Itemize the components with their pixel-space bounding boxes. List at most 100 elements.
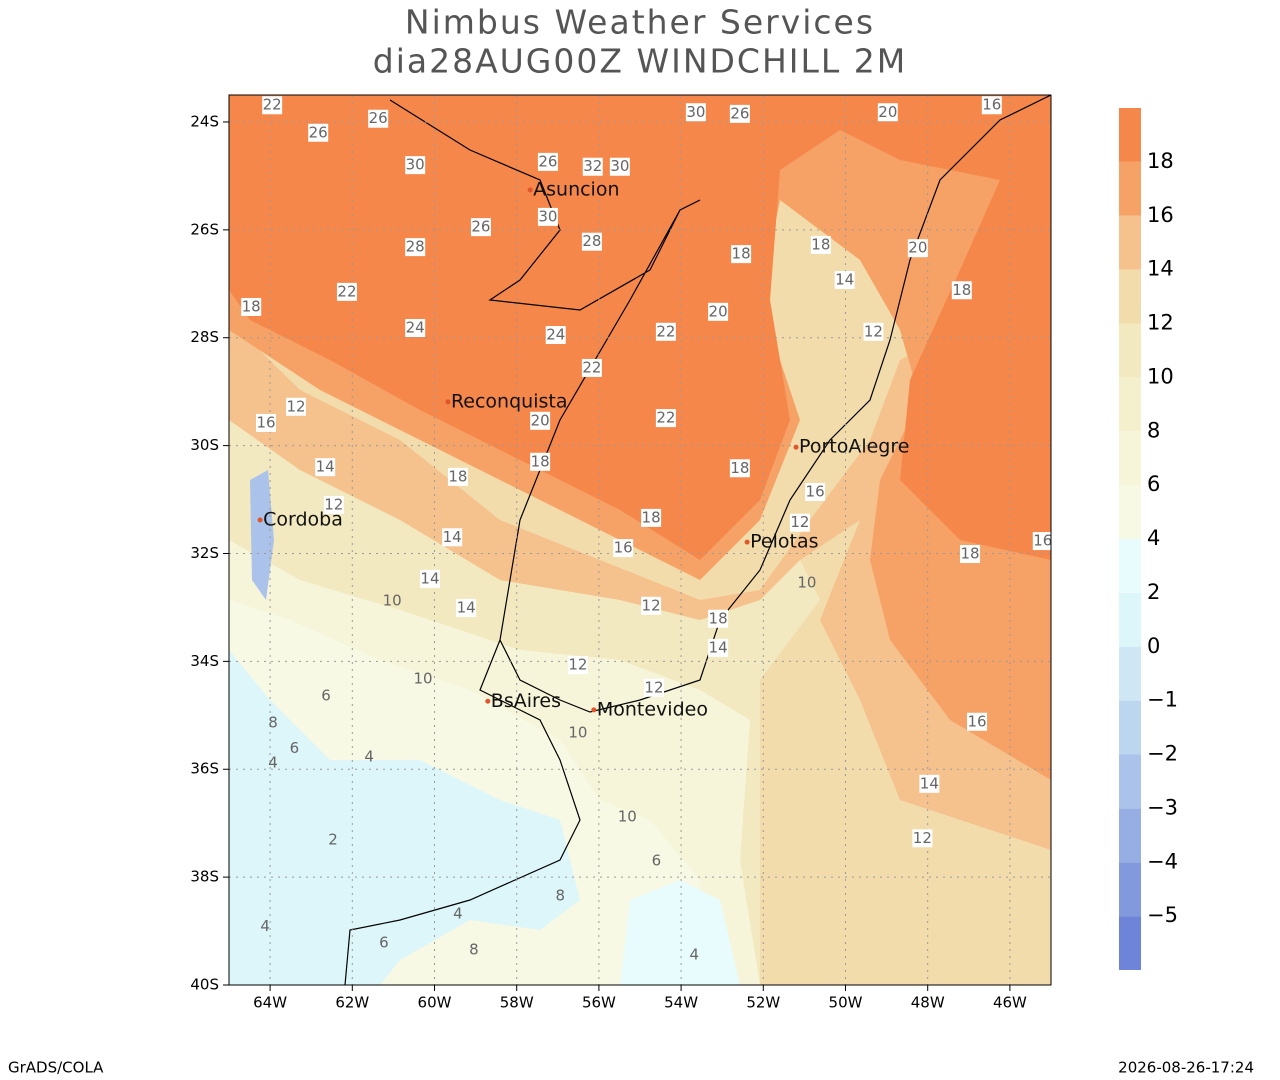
label-box <box>655 322 676 341</box>
y-tick-label: 26S <box>190 220 219 238</box>
contour-label: 10 <box>413 670 432 688</box>
contour-label: 14 <box>316 458 335 476</box>
contour-label: 16 <box>967 712 986 730</box>
contour-label: 32 <box>583 157 602 175</box>
contour-label: 26 <box>309 123 328 141</box>
contour-label: 18 <box>448 467 467 485</box>
fill-region <box>229 320 1051 850</box>
colorbar-box <box>1119 754 1141 809</box>
colorbar-label: 4 <box>1147 526 1160 550</box>
fill-region <box>229 650 580 985</box>
y-tick-label: 34S <box>190 652 219 670</box>
city-marker <box>744 539 750 545</box>
y-tick-label: 28S <box>190 328 219 346</box>
contour-label: 6 <box>379 933 389 951</box>
label-box <box>907 239 928 258</box>
colorbar-box <box>1119 916 1141 970</box>
label-box <box>255 413 276 432</box>
label-box <box>456 598 477 617</box>
contour-label: 16 <box>256 413 275 431</box>
city-marker <box>793 444 799 450</box>
footer-right: 2026-08-26-17:24 <box>1118 1059 1254 1077</box>
contour-label: 10 <box>568 724 587 742</box>
label-box <box>967 712 988 731</box>
contour-label: 22 <box>582 358 601 376</box>
contour-label: 20 <box>908 239 927 257</box>
city-label: Reconquista <box>451 390 568 412</box>
label-box <box>1032 532 1053 551</box>
contour-label: 26 <box>471 218 490 236</box>
colorbar-label: −2 <box>1147 742 1178 766</box>
label-box <box>810 235 831 254</box>
colorbar-label: 8 <box>1147 418 1160 442</box>
colorbar-label: −4 <box>1147 849 1178 873</box>
colorbar-label: 16 <box>1147 203 1174 227</box>
label-box <box>323 495 344 514</box>
contour-label: 30 <box>538 207 557 225</box>
colorbar: −5 −4 −3 −2 −1 0 2 4 6 8 10 12 14 16 18 <box>1119 108 1178 970</box>
label-box <box>685 103 706 122</box>
city-label: Pelotas <box>750 531 818 553</box>
contour-label: 12 <box>568 656 587 674</box>
contour-label: 20 <box>531 411 550 429</box>
cities: Asuncion Reconquista Cordoba PortoAlegre Pel… <box>257 178 909 720</box>
contour-label: 12 <box>913 829 932 847</box>
label-box <box>315 458 336 477</box>
contour-label: 20 <box>709 302 728 320</box>
contour-label: 16 <box>982 96 1001 114</box>
y-tick-label: 32S <box>190 544 219 562</box>
colorbar-box <box>1119 108 1141 162</box>
contour-label: 16 <box>806 482 825 500</box>
contour-label: 26 <box>369 109 388 127</box>
label-box <box>567 656 588 675</box>
x-tick-label: 58W <box>500 994 534 1012</box>
contour-label: 8 <box>469 940 479 958</box>
city-marker <box>527 187 533 193</box>
city-marker <box>257 517 263 523</box>
contour-label: 18 <box>242 297 261 315</box>
label-box <box>442 528 463 547</box>
label-box <box>405 319 426 338</box>
contour-label: 10 <box>383 591 402 609</box>
colorbar-label: 2 <box>1147 580 1160 604</box>
label-box <box>308 123 329 142</box>
label-box <box>368 109 389 128</box>
colorbar-box <box>1119 539 1141 593</box>
contour-label: 18 <box>531 452 550 470</box>
colorbar-label: 10 <box>1147 364 1174 388</box>
contour-label: 12 <box>864 322 883 340</box>
contour-label: 14 <box>709 638 728 656</box>
colorbar-box <box>1119 161 1141 216</box>
label-box <box>262 96 283 115</box>
city-marker <box>591 707 597 713</box>
contour-label: 10 <box>618 808 637 826</box>
label-box <box>447 467 468 486</box>
contour-label: 20 <box>878 103 897 121</box>
x-tick-label: 60W <box>418 994 452 1012</box>
contour-label: 12 <box>644 678 663 696</box>
contour-label: 8 <box>268 713 278 731</box>
city-marker <box>485 698 491 704</box>
label-box <box>336 282 357 301</box>
label-box <box>708 609 729 628</box>
contour-label: 30 <box>406 156 425 174</box>
label-box <box>981 96 1002 115</box>
label-box <box>581 232 602 251</box>
colorbar-label: −1 <box>1147 688 1178 712</box>
contour-label: 4 <box>260 917 270 935</box>
colorbar-box <box>1119 269 1141 324</box>
fill-region <box>250 470 274 600</box>
city-label: BsAires <box>491 690 561 712</box>
contour-label: 18 <box>709 609 728 627</box>
colorbar-label: −5 <box>1147 903 1178 927</box>
label-box <box>863 322 884 341</box>
subtitle: dia28AUG00Z WINDCHILL 2M <box>373 42 908 81</box>
colorbar-box <box>1119 485 1141 539</box>
label-box <box>951 281 972 300</box>
label-box <box>582 157 603 176</box>
colorbar-label: 18 <box>1147 149 1174 173</box>
city-label: Montevideo <box>597 698 708 720</box>
contour-label: 18 <box>732 245 751 263</box>
x-tick-label: 48W <box>911 994 945 1012</box>
